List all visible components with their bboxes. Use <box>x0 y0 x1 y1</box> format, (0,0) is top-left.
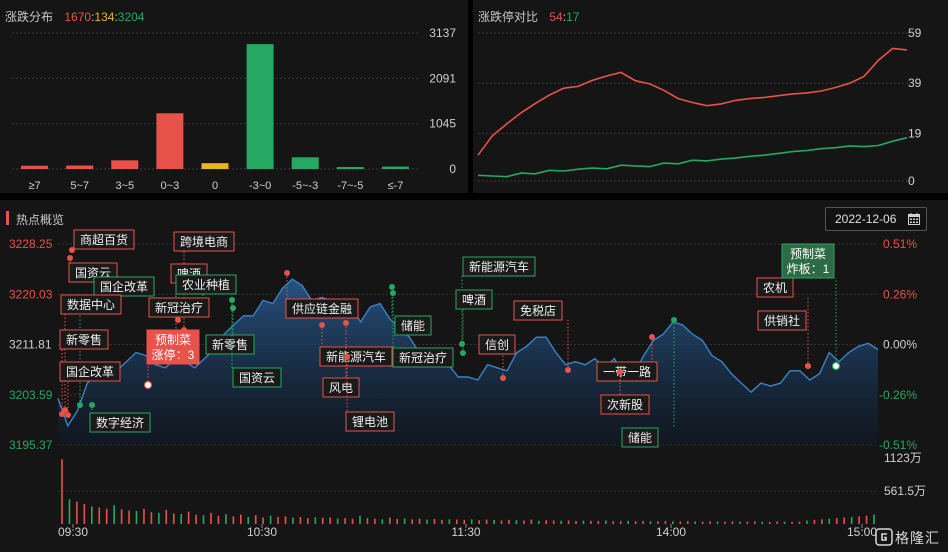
x-tick-label: 5~7 <box>70 180 89 192</box>
bar <box>201 163 229 169</box>
limit-ratio-panel: 涨跌停对比 54:17 59 39 19 0 <box>473 0 948 193</box>
separator: : <box>114 10 118 24</box>
limit-ratio-title-row: 涨跌停对比 54:17 <box>478 8 579 25</box>
x-tick-label: ≤-7 <box>388 180 404 192</box>
y-tick-label: 0 <box>449 162 456 176</box>
gelonghui-logo-icon <box>875 528 893 546</box>
watermark-text: 格隆汇 <box>895 530 940 546</box>
y-tick-label: 19 <box>908 126 922 140</box>
y-tick-label: 0 <box>908 174 915 188</box>
y-tick-label: 3137 <box>429 26 456 40</box>
flat-count: 134 <box>94 10 115 24</box>
overview-panel: 热点概览 <box>0 200 948 552</box>
calendar-icon <box>908 213 920 225</box>
x-tick-label: 3~5 <box>115 180 134 192</box>
series-line <box>477 47 908 156</box>
y-tick-label: 1045 <box>429 117 456 131</box>
y-tick-label: 59 <box>908 26 922 40</box>
bar <box>111 160 139 169</box>
x-tick-label: ≥7 <box>28 180 40 192</box>
bar <box>21 165 49 169</box>
x-tick-label: -5~-3 <box>292 180 318 192</box>
x-tick-label: -3~0 <box>249 180 271 192</box>
limit-ratio-title: 涨跌停对比 <box>478 10 539 24</box>
distribution-title: 涨跌分布 <box>5 10 54 24</box>
distribution-bar-chart: 3137 2091 1045 0 ≥7 5~7 3~5 0~3 0 -3~0 -5~-3 -7~-5 ≤… <box>12 26 456 192</box>
x-tick-label: 0 <box>212 180 218 192</box>
y-tick-label: 2091 <box>429 71 456 85</box>
date-picker[interactable]: 2022-12-06 <box>825 207 927 231</box>
separator: : <box>562 10 567 24</box>
limit-down-count: 17 <box>566 10 580 24</box>
x-tick-label: 0~3 <box>161 180 180 192</box>
bar <box>156 113 184 169</box>
bar <box>291 157 319 169</box>
separator: : <box>91 10 95 24</box>
bar <box>66 165 94 169</box>
watermark-logo: 格隆汇 <box>873 526 945 548</box>
x-tick-label: -7~-5 <box>337 180 363 192</box>
overview-title: 热点概览 <box>16 213 65 227</box>
up-count: 1670 <box>64 10 92 24</box>
limit-ratio-line-chart: 59 39 19 0 <box>477 26 922 188</box>
overview-accent-bar <box>6 211 9 225</box>
bar <box>336 167 364 170</box>
bar <box>246 44 274 169</box>
series-line <box>477 136 908 178</box>
distribution-panel: 涨跌分布 1670:134:3204 3137 2091 1045 0 ≥7 5~7 3~5… <box>0 0 468 193</box>
distribution-title-row: 涨跌分布 1670:134:3204 <box>5 8 144 25</box>
limit-up-count: 54 <box>549 10 563 24</box>
y-tick-label: 39 <box>908 76 922 90</box>
down-count: 3204 <box>117 10 145 24</box>
date-value: 2022-12-06 <box>835 212 897 226</box>
bar <box>381 166 409 169</box>
